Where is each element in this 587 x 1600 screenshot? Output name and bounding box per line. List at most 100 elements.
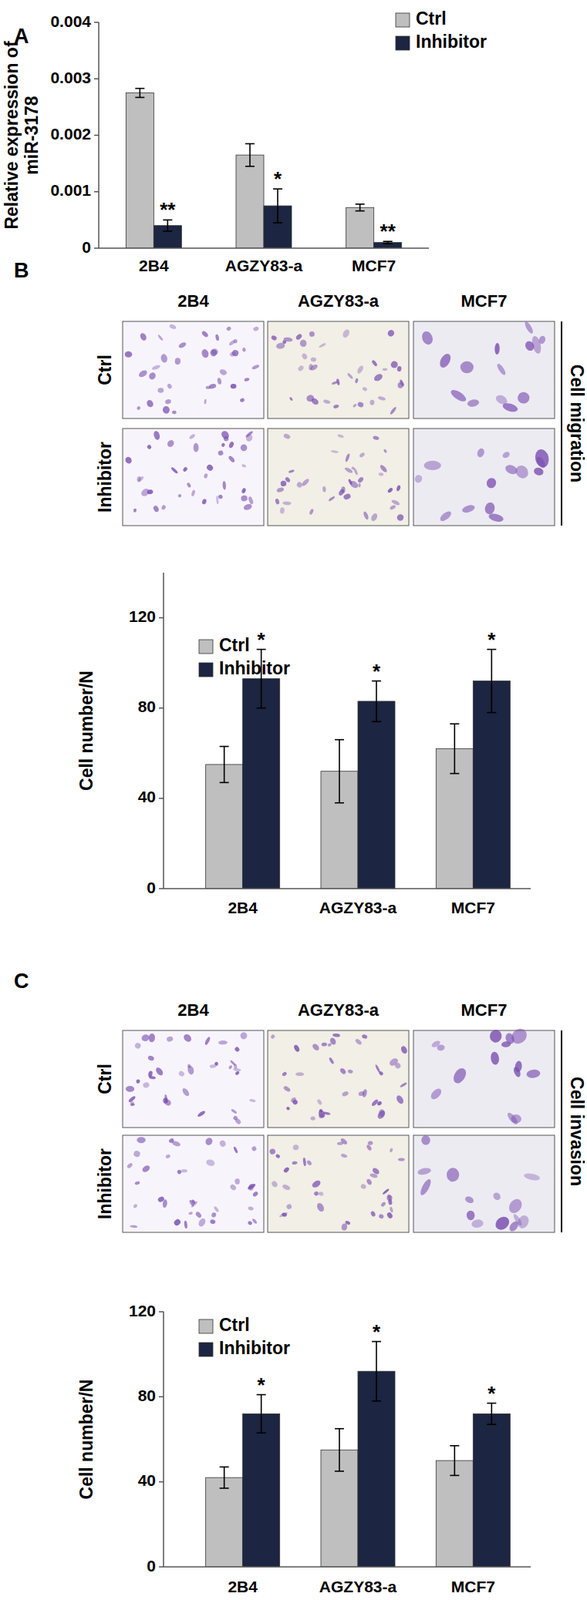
cell-blob	[421, 1136, 431, 1147]
cell-blob	[288, 469, 295, 475]
y-tick	[94, 78, 99, 81]
x-tick-label: AGZY83-a	[225, 256, 304, 275]
cell-blob	[310, 1116, 316, 1122]
cell-blob	[165, 438, 176, 449]
cell-blob	[247, 496, 254, 506]
cell-blob	[313, 1191, 319, 1198]
bar	[205, 765, 243, 890]
cell-blob	[137, 475, 145, 483]
cell-blob	[503, 463, 519, 476]
cell-blob	[365, 1179, 373, 1188]
cell-blob	[146, 444, 152, 450]
cell-blob	[347, 479, 354, 486]
y-tick-label: 0.002	[50, 124, 92, 143]
cell-blob	[211, 1213, 217, 1219]
cell-blob	[367, 1141, 374, 1147]
error-cap	[486, 712, 496, 715]
legend-label: Ctrl	[219, 1315, 250, 1336]
cell-blob	[386, 1212, 395, 1221]
cell-blob	[270, 1180, 279, 1190]
cell-blob	[244, 433, 254, 443]
cell-blob	[136, 1137, 146, 1144]
y-tick	[158, 617, 164, 620]
legend-label: Inhibitor	[219, 658, 291, 679]
cell-blob	[394, 1095, 405, 1107]
side-bracket	[560, 1031, 563, 1234]
error-cap	[449, 773, 459, 776]
y-tick	[94, 21, 99, 24]
cell-blob	[187, 1065, 192, 1070]
micrograph	[122, 1031, 264, 1129]
error-bar	[486, 1404, 496, 1427]
panel-label: C	[13, 970, 30, 994]
cell-blob	[285, 1106, 291, 1112]
cell-blob	[129, 1102, 135, 1108]
cell-blob	[501, 1042, 512, 1050]
cell-blob	[317, 1109, 327, 1121]
cell-blob	[332, 1033, 341, 1038]
cell-blob	[357, 483, 361, 489]
cell-blob	[283, 1167, 291, 1174]
cell-blob	[516, 391, 530, 405]
cell-blob	[242, 503, 254, 513]
significance: *	[372, 660, 382, 684]
cell-blob	[213, 1206, 220, 1214]
cell-blob	[327, 1043, 332, 1049]
error-cap	[449, 723, 459, 726]
micrograph	[122, 428, 264, 527]
legend-swatch	[395, 36, 410, 51]
cell-blob	[243, 377, 250, 382]
cell-blob	[389, 406, 398, 416]
cell-blob	[436, 1045, 446, 1053]
cell-blob	[232, 1068, 242, 1073]
cell-blob	[172, 411, 177, 415]
bar	[205, 1478, 243, 1569]
cell-blob	[308, 330, 315, 338]
bar	[357, 701, 395, 890]
error-cap	[486, 1424, 496, 1427]
error-bar	[134, 88, 145, 98]
cell-blob	[296, 481, 304, 490]
cell-blob	[372, 372, 384, 383]
cell-blob	[418, 1178, 433, 1198]
cell-blob	[423, 461, 441, 471]
side-label: Cell invasion	[566, 1077, 587, 1188]
cell-blob	[523, 340, 537, 354]
error-stem	[223, 747, 226, 784]
cell-blob	[317, 1113, 325, 1121]
cell-blob	[152, 505, 160, 513]
error-cap	[383, 242, 393, 245]
cell-blob	[157, 387, 164, 394]
cell-blob	[310, 357, 317, 363]
error-stem	[359, 204, 361, 212]
cell-blob	[142, 1082, 151, 1090]
cell-blob	[413, 474, 424, 485]
cell-blob	[380, 1201, 387, 1208]
cell-blob	[229, 350, 237, 358]
cell-blob	[270, 334, 278, 341]
cell-blob	[159, 354, 169, 365]
cell-blob	[354, 1039, 363, 1047]
cell-blob	[340, 1224, 348, 1232]
cell-blob	[446, 1168, 460, 1184]
bar	[125, 93, 154, 249]
error-bar	[334, 740, 345, 804]
cell-blob	[200, 348, 210, 360]
cell-blob	[185, 482, 192, 490]
x-tick-label: 2B4	[227, 899, 258, 918]
bar	[242, 679, 281, 890]
cell-blob	[154, 1066, 165, 1078]
cell-blob	[466, 398, 480, 409]
error-cap	[334, 739, 345, 742]
cell-blob	[302, 1158, 307, 1168]
cell-blob	[215, 333, 220, 341]
cell-blob	[391, 499, 401, 507]
cell-blob	[240, 495, 248, 503]
cell-blob	[147, 1055, 155, 1063]
cell-blob	[294, 333, 303, 341]
error-stem	[454, 1447, 456, 1478]
cell-blob	[141, 1164, 152, 1174]
cell-blob	[300, 478, 311, 488]
cell-blob	[337, 434, 345, 439]
x-tick-label: MCF7	[451, 1578, 496, 1597]
